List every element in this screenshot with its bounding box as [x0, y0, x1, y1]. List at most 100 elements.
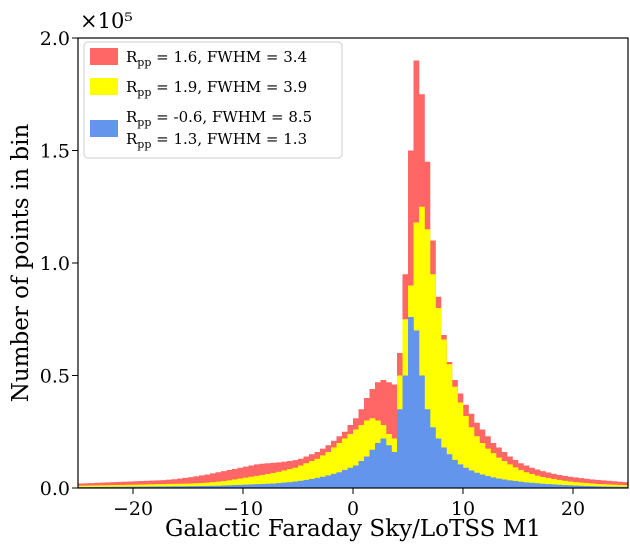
bar-series-2-bin-19	[182, 483, 189, 488]
bar-series-2-bin-25	[215, 481, 222, 488]
bar-series-2-bin-31	[248, 476, 255, 488]
x-axis: −20 −10 0 10 20	[113, 488, 585, 520]
bar-series-2-bin-93	[589, 483, 596, 488]
bar-series-2-bin-41	[303, 463, 310, 488]
bar-series-3-bin-45	[325, 475, 332, 488]
bar-series-2-bin-37	[281, 470, 288, 488]
legend: Rpp = 1.6, FWHM = 3.4 Rpp = 1.9, FWHM = …	[83, 41, 343, 159]
bar-series-2-bin-15	[160, 484, 167, 488]
bar-series-3-bin-86	[551, 484, 557, 488]
bar-series-3-bin-71	[468, 470, 475, 488]
bar-series-1-bin-23	[204, 474, 211, 488]
bar-series-3-bin-47	[336, 472, 343, 488]
bar-series-2-bin-84	[540, 476, 546, 488]
bar-series-3-bin-18	[177, 486, 183, 488]
x-tick-label: −10	[223, 498, 263, 520]
bar-series-1-bin-28	[232, 468, 238, 489]
bar-series-3-bin-82	[529, 482, 535, 488]
bar-series-2-bin-50	[353, 429, 359, 488]
bar-series-3-bin-39	[292, 481, 299, 488]
bar-series-2-bin-46	[331, 447, 337, 488]
bar-series-2-bin-22	[199, 483, 205, 488]
bar-series-2-bin-17	[171, 483, 178, 488]
legend-swatch-series-2	[90, 78, 118, 95]
bar-series-3-bin-15	[160, 486, 167, 488]
bar-series-2-bin-77	[501, 461, 508, 488]
bar-series-2-bin-48	[342, 438, 348, 488]
bar-series-2-bin-67	[446, 364, 453, 488]
bar-series-2-bin-97	[611, 484, 618, 489]
bar-series-3-bin-14	[155, 486, 161, 488]
bar-series-3-bin-89	[567, 485, 574, 488]
bar-series-2-bin-16	[166, 483, 172, 488]
bar-series-3-bin-41	[303, 479, 310, 488]
bar-series-3-bin-74	[485, 476, 491, 488]
bar-series-2-bin-4	[100, 485, 106, 488]
bar-series-2-bin-26	[221, 481, 227, 488]
bar-series-3-bin-40	[298, 480, 304, 488]
bar-series-3-bin-95	[600, 486, 607, 488]
bar-series-3-bin-52	[364, 456, 370, 488]
bar-series-1-bin-24	[210, 473, 216, 489]
x-tick-label: 10	[451, 498, 475, 520]
bar-series-2-bin-1	[83, 485, 90, 488]
legend-box	[83, 41, 343, 159]
bar-series-3-bin-46	[331, 473, 337, 488]
bar-series-3-bin-92	[584, 485, 590, 488]
bar-series-2-bin-34	[265, 474, 271, 488]
y-tick-label: 0.5	[40, 366, 70, 388]
bar-series-2-bin-42	[309, 461, 315, 488]
bar-series-1-bin-10	[133, 481, 139, 488]
bar-series-2-bin-71	[468, 427, 475, 488]
bar-series-3-bin-51	[358, 461, 365, 488]
bar-series-3-bin-73	[479, 474, 486, 488]
bar-series-3-bin-26	[221, 485, 227, 488]
bar-series-3-bin-80	[518, 481, 524, 488]
bar-series-3-bin-30	[243, 484, 249, 489]
y-tick-label: 2.0	[40, 28, 70, 50]
bar-series-2-bin-83	[534, 475, 541, 489]
bar-series-2-bin-3	[94, 485, 101, 488]
bar-series-1-bin-20	[188, 477, 194, 488]
bar-series-2-bin-95	[600, 484, 607, 488]
bar-series-3-bin-20	[188, 486, 194, 488]
bar-series-3-bin-66	[441, 447, 447, 488]
bar-series-2-bin-14	[155, 484, 161, 488]
bar-series-3-bin-83	[534, 483, 541, 488]
bar-series-2-bin-8	[122, 484, 128, 488]
bar-series-3-bin-21	[193, 486, 200, 488]
bar-series-2-bin-90	[573, 482, 579, 488]
bar-series-1-bin-1	[83, 483, 90, 488]
bar-series-2-bin-27	[226, 480, 233, 488]
bar-series-2-bin-80	[518, 470, 524, 488]
bar-series-3-bin-34	[265, 483, 271, 488]
bar-series-1-bin-26	[221, 471, 227, 489]
bar-series-3-bin-32	[254, 484, 260, 488]
bar-series-2-bin-38	[287, 469, 293, 488]
bar-series-2-bin-75	[490, 453, 497, 489]
bar-series-3-bin-96	[606, 486, 612, 488]
y-tick-label: 1.5	[40, 141, 70, 163]
bar-series-3-bin-7	[116, 486, 123, 488]
bar-series-3-bin-70	[463, 467, 469, 488]
bar-series-2-bin-82	[529, 474, 535, 488]
bar-series-3-bin-49	[347, 467, 354, 488]
bar-series-3-bin-8	[122, 486, 128, 488]
bar-series-2-bin-94	[595, 483, 601, 488]
bar-series-2-bin-87	[556, 479, 563, 488]
bar-series-3-bin-85	[545, 484, 552, 488]
bar-series-2-bin-99	[622, 485, 629, 488]
y-axis-label: Number of points in bin	[8, 124, 34, 403]
bar-series-3-bin-56	[386, 445, 392, 488]
y-tick-label: 0.0	[40, 478, 70, 500]
bar-series-3-bin-69	[457, 464, 464, 489]
bar-series-3-bin-24	[210, 485, 216, 488]
bar-series-1-bin-29	[237, 467, 244, 488]
legend-entry-series-3-line-2: Rpp = 1.3, FWHM = 1.3	[126, 130, 307, 151]
bar-series-2-bin-9	[127, 484, 134, 488]
bar-series-2-bin-44	[320, 455, 326, 489]
bar-series-3-bin-13	[149, 486, 156, 488]
bar-series-3-bin-75	[490, 477, 497, 488]
bar-series-3-bin-68	[452, 459, 458, 489]
bar-series-3-bin-72	[474, 472, 480, 488]
